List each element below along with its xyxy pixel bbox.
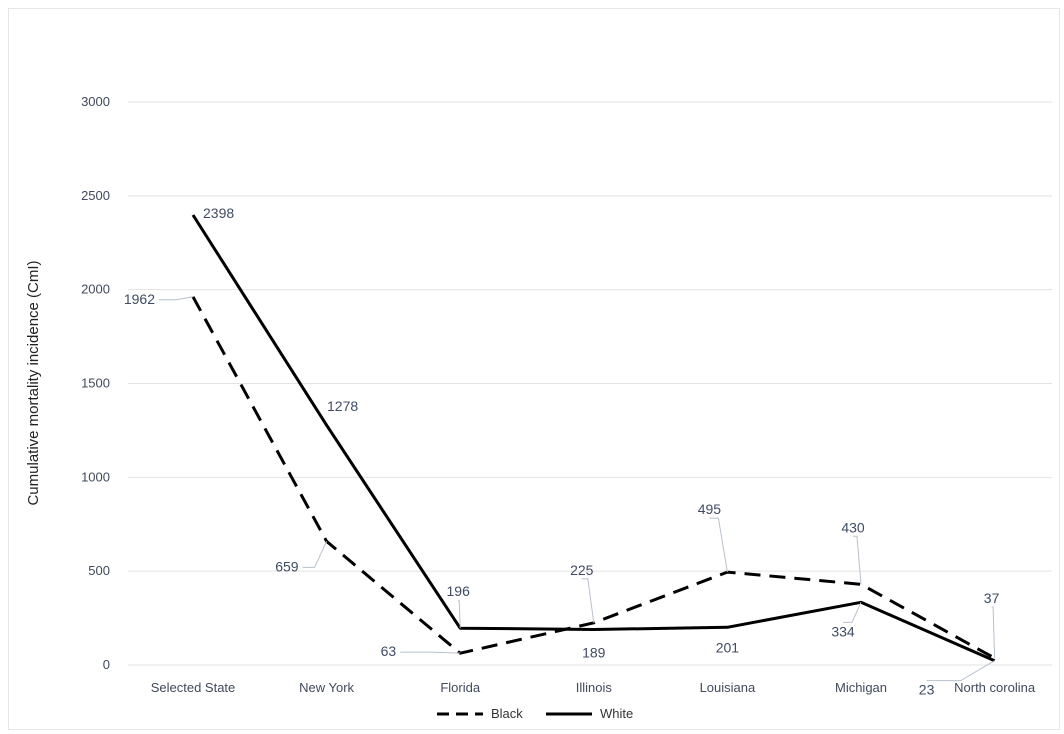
- leader-line: [159, 296, 194, 301]
- legend-label-black: Black: [491, 706, 523, 721]
- data-label-white: 189: [582, 645, 606, 661]
- gridlines: [128, 101, 1052, 666]
- leader-line: [581, 578, 595, 623]
- y-tick-label: 500: [88, 563, 110, 578]
- y-axis-ticks: 0 500 1000 1500 2000 2500 3000: [81, 94, 110, 672]
- series-line-black: [191, 296, 996, 660]
- y-tick-label: 1500: [81, 376, 110, 391]
- leader-line: [843, 602, 862, 623]
- legend-label-white: White: [600, 706, 633, 721]
- leader-line: [302, 541, 328, 568]
- x-tick-label: Selected State: [151, 680, 236, 695]
- data-label-black: 225: [570, 562, 594, 578]
- data-label-black: 1962: [124, 291, 155, 307]
- data-label-white: 23: [919, 682, 935, 698]
- y-tick-label: 2500: [81, 188, 110, 203]
- series-lines: [191, 214, 996, 663]
- y-axis-label: Cumulative mortality incidence (CmI): [25, 260, 42, 505]
- data-label-black: 495: [698, 501, 722, 517]
- y-tick-label: 1000: [81, 469, 110, 484]
- data-label-white: 1278: [327, 398, 358, 414]
- series-line-white: [191, 214, 996, 663]
- chart-frame: [8, 8, 1060, 730]
- leader-line: [853, 535, 862, 585]
- x-tick-label: North corolina: [954, 680, 1036, 695]
- y-tick-label: 3000: [81, 94, 110, 109]
- data-label-black: 430: [841, 519, 865, 535]
- label-leader-lines: [159, 296, 996, 682]
- data-label-white: 334: [831, 623, 855, 639]
- leader-line: [991, 606, 996, 659]
- x-tick-label: Louisiana: [700, 680, 756, 695]
- y-tick-label: 2000: [81, 282, 110, 297]
- data-label-white: 196: [447, 583, 471, 599]
- data-label-black: 63: [381, 643, 397, 659]
- data-label-white: 2398: [203, 205, 234, 221]
- leader-line: [458, 599, 461, 629]
- leader-line: [400, 651, 461, 654]
- x-tick-label: New York: [299, 680, 354, 695]
- data-label-black: 37: [984, 590, 1000, 606]
- data-label-black: 659: [275, 558, 299, 574]
- x-axis-ticks: Selected State New York Florida Illinois Lou…: [151, 680, 1036, 695]
- y-tick-label: 0: [103, 657, 110, 672]
- leader-line: [709, 517, 728, 573]
- x-tick-label: Michigan: [835, 680, 887, 695]
- data-labels: 1962 659 63 225 495 430 37 2398 1278 196 189 201 334…: [124, 205, 1000, 698]
- data-label-white: 201: [716, 639, 740, 655]
- legend: Black White: [437, 706, 633, 721]
- x-tick-label: Illinois: [576, 680, 613, 695]
- leader-line: [926, 660, 995, 682]
- x-tick-label: Florida: [440, 680, 481, 695]
